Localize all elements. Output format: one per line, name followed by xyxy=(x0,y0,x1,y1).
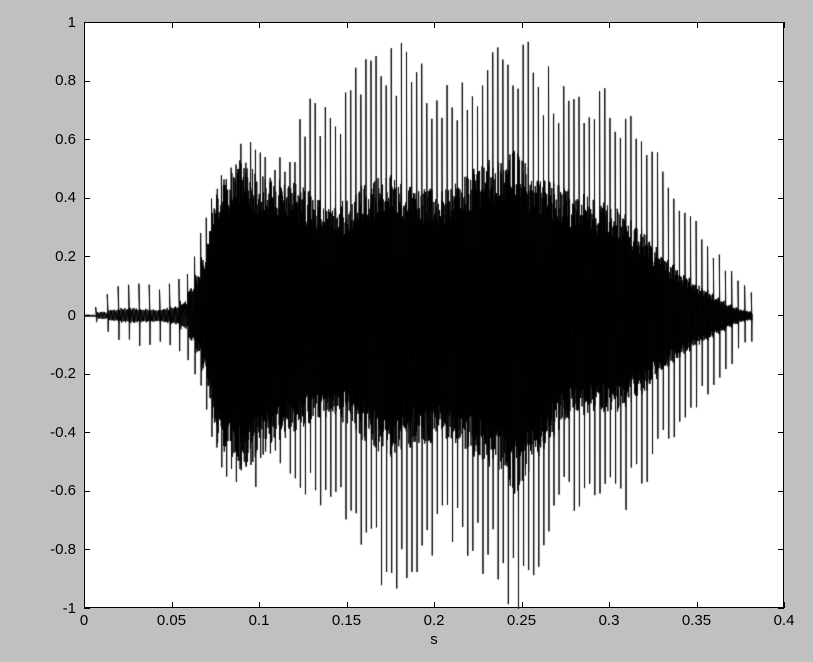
ytick-mark xyxy=(778,198,784,199)
xtick-mark xyxy=(609,22,610,28)
ytick-label: -0.8 xyxy=(50,541,76,558)
xtick-mark xyxy=(84,22,85,28)
xtick-label: 0 xyxy=(80,612,88,629)
ytick-label: -0.6 xyxy=(50,482,76,499)
ytick-label: -0.2 xyxy=(50,365,76,382)
ytick-mark xyxy=(778,139,784,140)
figure-container: -1 -0.8 -0.6 -0.4 -0.2 0 0.2 0.4 0.6 0.8 1 0 0.05 0.… xyxy=(0,0,813,662)
ytick-mark xyxy=(778,315,784,316)
ytick-mark xyxy=(84,315,90,316)
xtick-mark xyxy=(697,602,698,608)
ytick-mark xyxy=(84,608,90,609)
ytick-mark xyxy=(778,549,784,550)
ytick-label: 0.2 xyxy=(55,248,76,265)
ytick-mark xyxy=(778,374,784,375)
ytick-label: -1 xyxy=(63,600,76,617)
ytick-mark xyxy=(84,139,90,140)
ytick-mark xyxy=(778,608,784,609)
xtick-label: 0.1 xyxy=(249,612,270,629)
xtick-label: 0.05 xyxy=(157,612,186,629)
xtick-mark xyxy=(697,22,698,28)
xtick-label: 0.4 xyxy=(774,612,795,629)
xtick-mark xyxy=(347,602,348,608)
ytick-mark xyxy=(778,491,784,492)
xtick-label: 0.35 xyxy=(682,612,711,629)
ytick-mark xyxy=(778,81,784,82)
xtick-mark xyxy=(522,602,523,608)
xtick-label: 0.3 xyxy=(599,612,620,629)
x-axis-label: s xyxy=(430,631,438,648)
xtick-mark xyxy=(259,602,260,608)
ytick-mark xyxy=(84,374,90,375)
xtick-mark xyxy=(84,602,85,608)
ytick-mark xyxy=(84,432,90,433)
xtick-label: 0.15 xyxy=(332,612,361,629)
xtick-mark xyxy=(259,22,260,28)
xtick-mark xyxy=(522,22,523,28)
ytick-mark xyxy=(84,198,90,199)
ytick-label: 0.6 xyxy=(55,131,76,148)
xtick-label: 0.25 xyxy=(507,612,536,629)
ytick-mark xyxy=(778,256,784,257)
ytick-mark xyxy=(84,549,90,550)
ytick-mark xyxy=(778,432,784,433)
xtick-mark xyxy=(784,602,785,608)
ytick-mark xyxy=(84,491,90,492)
waveform-canvas xyxy=(85,23,785,609)
xtick-mark xyxy=(434,602,435,608)
xtick-mark xyxy=(609,602,610,608)
ytick-label: 0 xyxy=(68,307,76,324)
xtick-mark xyxy=(784,22,785,28)
ytick-label: 0.8 xyxy=(55,72,76,89)
xtick-label: 0.2 xyxy=(424,612,445,629)
xtick-mark xyxy=(172,22,173,28)
xtick-mark xyxy=(172,602,173,608)
plot-axes xyxy=(84,22,784,608)
ytick-mark xyxy=(84,81,90,82)
ytick-label: 0.4 xyxy=(55,189,76,206)
ytick-label: 1 xyxy=(68,14,76,31)
xtick-mark xyxy=(434,22,435,28)
ytick-mark xyxy=(84,256,90,257)
xtick-mark xyxy=(347,22,348,28)
ytick-label: -0.4 xyxy=(50,424,76,441)
